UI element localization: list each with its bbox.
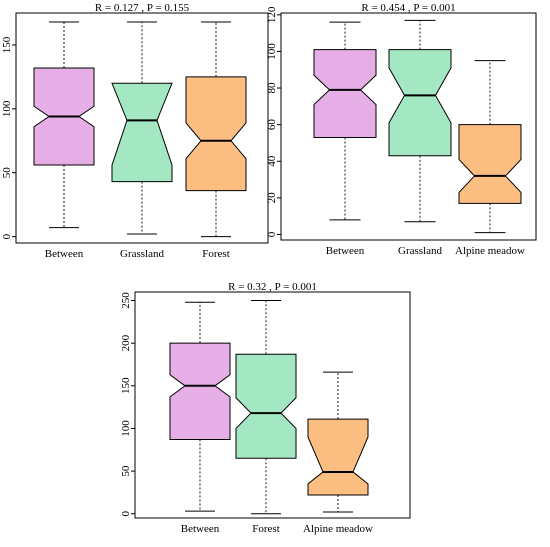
box	[313, 49, 377, 138]
y-tick-label: 0	[120, 510, 132, 516]
x-tick-label: Alpine meadow	[303, 523, 373, 535]
panel-title: R = 0.454 , P = 0.001	[361, 2, 455, 14]
y-tick-label: 0	[266, 231, 278, 237]
x-tick-label: Forest	[252, 523, 280, 535]
plot-frame	[134, 291, 411, 519]
y-tick-label: 200	[120, 334, 132, 351]
box	[388, 49, 452, 157]
panel-title: R = 0.127 , P = 0.155	[95, 2, 190, 14]
y-tick-label: 250	[120, 292, 132, 309]
y-tick-label: 50	[120, 465, 132, 477]
x-tick-label: Grassland	[398, 245, 442, 257]
y-tick-label: 100	[266, 43, 278, 60]
box	[458, 124, 522, 204]
x-tick-label: Between	[181, 523, 220, 535]
box	[185, 76, 247, 192]
panel-top-right: R = 0.454 , P = 0.001 Between Grassland …	[266, 2, 537, 257]
x-tick-label: Forest	[202, 248, 230, 260]
panel-top-left: R = 0.127 , P = 0.155 Between Grassland …	[1, 2, 269, 260]
panel-title: R = 0.32 , P = 0.001	[228, 281, 317, 293]
x-tick-label: Alpine meadow	[455, 245, 525, 257]
y-tick-label: 60	[266, 119, 278, 131]
y-tick-label: 0	[1, 233, 13, 239]
x-tick-label: Between	[45, 248, 84, 260]
y-tick-label: 150	[120, 377, 132, 394]
plot-frame	[280, 12, 537, 241]
y-tick-label: 80	[266, 82, 278, 94]
panel-bottom: R = 0.32 , P = 0.001 Between Forest Alpi…	[120, 281, 411, 535]
y-tick-label: 50	[1, 167, 13, 179]
y-tick-label: 120	[266, 6, 278, 23]
box	[111, 82, 173, 183]
plot-frame	[15, 12, 269, 244]
x-tick-label: Between	[326, 245, 365, 257]
box	[307, 418, 369, 496]
y-tick-label: 100	[120, 420, 132, 437]
box	[169, 342, 231, 441]
box	[235, 353, 297, 459]
y-tick-label: 40	[266, 155, 278, 167]
x-tick-label: Grassland	[120, 248, 164, 260]
y-tick-label: 150	[1, 36, 13, 53]
y-tick-label: 20	[266, 192, 278, 204]
y-tick-label: 100	[1, 100, 13, 117]
